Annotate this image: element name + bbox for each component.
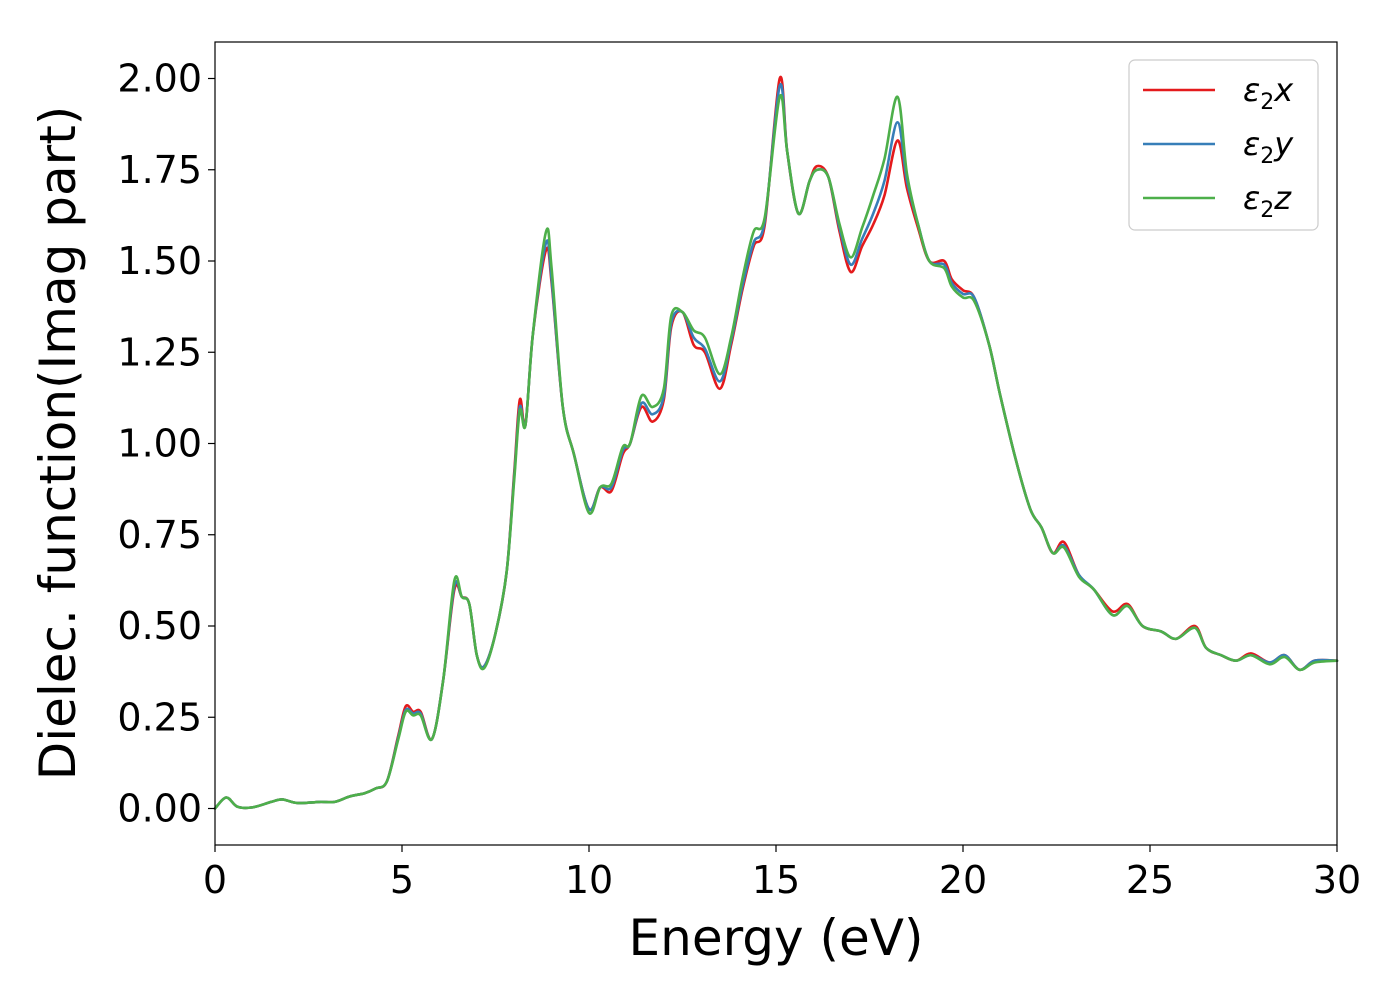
x-axis-title: Energy (eV) — [629, 909, 924, 967]
series-layer — [213, 75, 1339, 810]
x-tick-label: 15 — [752, 858, 800, 902]
x-tick-label: 0 — [203, 858, 227, 902]
x-tick-label: 20 — [939, 858, 987, 902]
legend-component: z — [1273, 179, 1292, 217]
y-tick-label: 1.50 — [117, 239, 202, 283]
y-axis-title: Dielec. function(Imag part) — [29, 106, 87, 781]
y-tick-label: 0.25 — [117, 695, 202, 739]
legend-component: x — [1273, 71, 1294, 109]
y-tick-label: 1.25 — [117, 330, 202, 374]
x-tick-label: 30 — [1313, 858, 1361, 902]
y-tick-label: 1.00 — [117, 422, 202, 466]
series-line-z — [213, 93, 1339, 810]
legend-label-z: ε2z — [1243, 179, 1292, 223]
x-tick-label: 25 — [1126, 858, 1174, 902]
legend-epsilon: ε — [1243, 125, 1260, 163]
y-tick-label: 2.00 — [117, 57, 202, 101]
legend-label-y: ε2y — [1243, 125, 1294, 169]
y-tick-label: 1.75 — [117, 148, 202, 192]
x-axis: 0 5 10 15 20 25 30 — [203, 845, 1361, 902]
legend-epsilon: ε — [1243, 179, 1260, 217]
y-axis: 0.00 0.25 0.50 0.75 1.00 1.25 1.50 1.75 2.00 — [117, 57, 215, 831]
y-tick-label: 0.50 — [117, 604, 202, 648]
legend-subscript: 2 — [1260, 144, 1274, 169]
legend-subscript: 2 — [1260, 90, 1274, 115]
legend-epsilon: ε — [1243, 71, 1260, 109]
x-tick-label: 5 — [390, 858, 414, 902]
y-tick-label: 0.00 — [117, 787, 202, 831]
legend-label-x: ε2x — [1243, 71, 1294, 115]
legend-component: y — [1273, 125, 1294, 163]
y-tick-label: 0.75 — [117, 513, 202, 557]
legend-subscript: 2 — [1260, 198, 1274, 223]
x-tick-label: 10 — [565, 858, 613, 902]
legend-box — [1128, 59, 1319, 231]
